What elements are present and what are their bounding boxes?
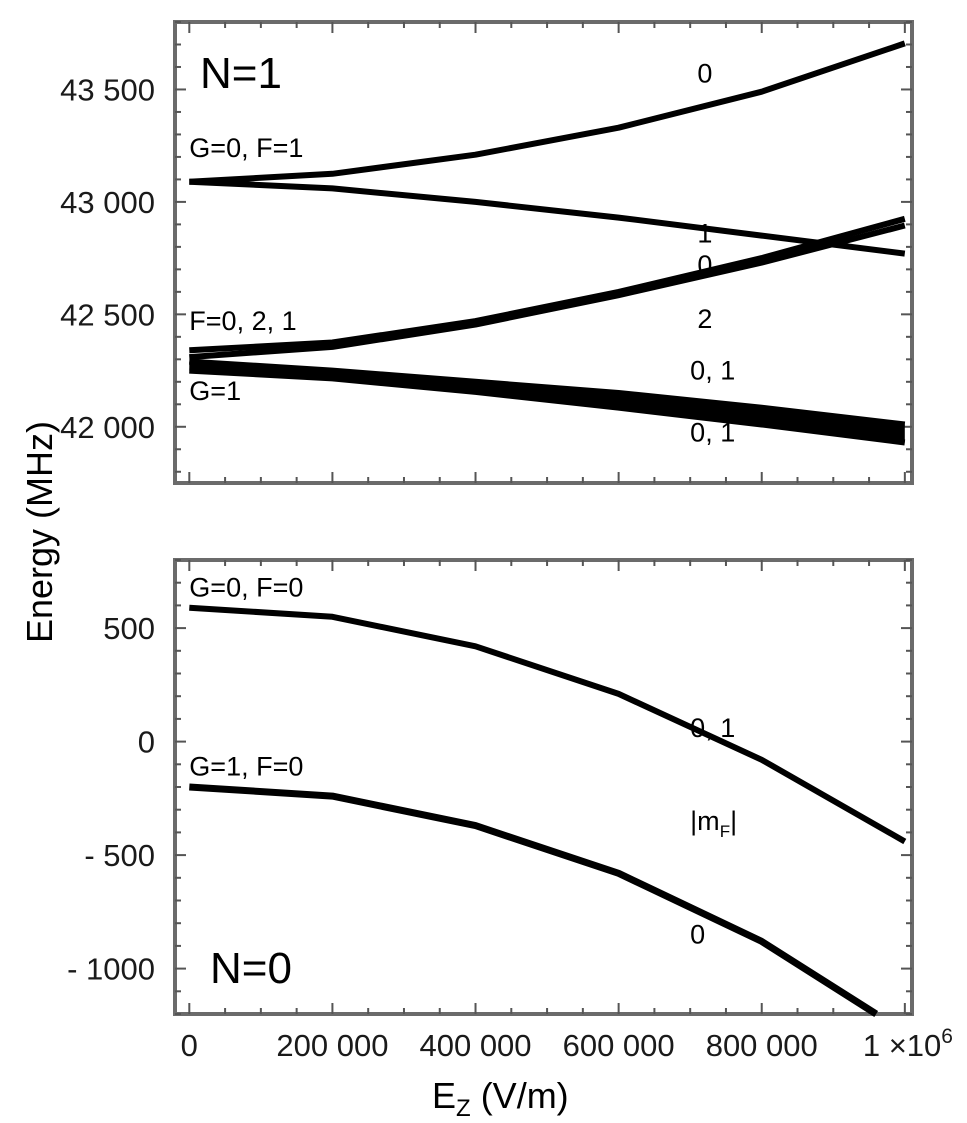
x-tick-label-text: 200 000 [276,1028,388,1063]
panel-n1-title: N=1 [200,49,282,98]
y-tick-label: - 1000 [67,952,155,987]
x-tick-label: 0 [181,1028,198,1063]
series-line [189,358,906,428]
series-line [189,367,906,446]
x-axis-title-main: E [432,1075,456,1116]
panel-n0-annotations: G=0, F=0 0, 1 G=1, F=0 0 [189,572,735,949]
series-line [189,783,879,1017]
annotation: G=1 [189,376,241,406]
y-tick-label: 0 [138,725,155,760]
y-tick-label: 42 500 [60,297,155,332]
annotation: 0, 1 [690,417,735,447]
series-line [189,40,906,185]
panel-n0-series [189,604,907,1017]
annotation: 2 [697,304,712,334]
series-band [189,361,905,443]
x-axis-title-sub: Z [456,1095,471,1122]
x-tick-label-text: 800 000 [706,1028,818,1063]
x-tick-label: 600 000 [563,1028,675,1063]
y-tick-label: - 500 [84,838,155,873]
x-tick-labels: 0 200 000 400 000 600 000 800 000 1 ×106 [181,1025,953,1063]
mf-label-sub: F [720,822,730,841]
annotation: G=1, F=0 [189,752,303,782]
y-tick-label: 500 [103,611,155,646]
panel-n1-ticks [175,21,912,483]
panel-n1-bands [189,361,905,443]
annotation: 0 [697,59,712,89]
mf-label-end: | [730,806,737,836]
mf-label: |mF| [690,806,737,841]
y-axis-title: Energy (MHz) [19,421,60,643]
x-tick-label: 1 ×106 [863,1025,953,1063]
annotation: 0 [690,920,705,950]
panel-n0-y-tick-labels: 500 0 - 500 - 1000 [67,611,155,987]
annotation: 0 [697,250,712,280]
x-tick-label: 800 000 [706,1028,818,1063]
series-line [189,604,907,845]
y-tick-label: 42 000 [60,410,155,445]
y-tick-label: 43 500 [60,72,155,107]
panel-n0-title: N=0 [210,944,292,993]
x-tick-label: 400 000 [419,1028,531,1063]
panel-n0-ticks [175,559,912,1015]
panel-n1-series [189,40,906,446]
series-line [189,178,906,257]
series-line [189,215,906,354]
x-tick-label-text: 0 [181,1028,198,1063]
x-tick-label: 200 000 [276,1028,388,1063]
x-tick-label-exp: 6 [941,1025,953,1048]
x-axis-title-unit: (V/m) [471,1075,569,1116]
x-tick-label-text: 1 ×10 [863,1028,941,1063]
x-tick-label-text: 400 000 [419,1028,531,1063]
annotation: G=0, F=0 [189,572,303,602]
annotation: 1 [697,218,712,248]
annotation: 0, 1 [690,356,735,386]
y-tick-label: 43 000 [60,185,155,220]
panel-n1-frame [173,20,914,485]
series-line [189,222,906,361]
annotation: G=0, F=1 [189,133,303,163]
x-tick-label-text: 600 000 [563,1028,675,1063]
x-axis-title: EZ (V/m) [432,1075,569,1122]
annotation: F=0, 2, 1 [189,306,296,336]
mf-label-main: |m [690,806,720,836]
annotation: 0, 1 [690,713,735,743]
panel-n1-y-tick-labels: 42 000 42 500 43 000 43 500 [60,72,155,444]
